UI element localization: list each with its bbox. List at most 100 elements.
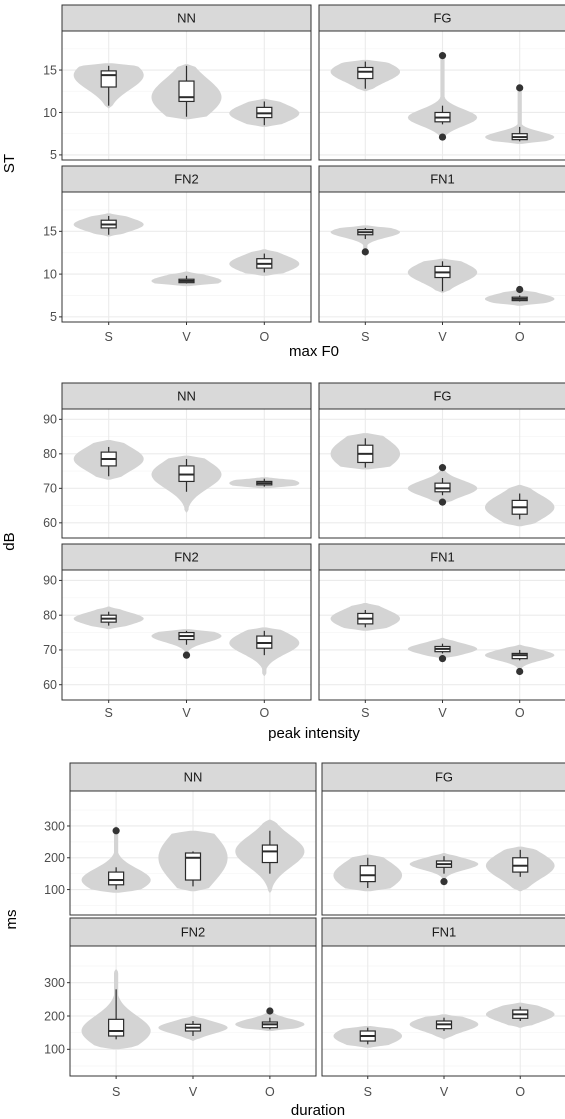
panel-border (69, 790, 317, 916)
box-s (108, 871, 125, 886)
panel-fg: FG (321, 762, 565, 916)
panel-fg: FG (318, 382, 565, 539)
x-tick-label: O (515, 1085, 525, 1099)
outlier-point (440, 878, 448, 886)
strip-label: FN2 (174, 550, 199, 565)
x-tick-label: V (438, 330, 447, 344)
outlier-point (438, 498, 447, 506)
x-tick-label: S (105, 330, 113, 344)
x-tick-label: V (438, 706, 447, 720)
x-axis-title: max F0 (289, 343, 339, 360)
outlier-point (438, 52, 447, 60)
outlier-point (112, 827, 120, 835)
panel-border (61, 408, 312, 539)
strip-label: FN2 (174, 172, 199, 187)
strip-background (61, 382, 312, 410)
x-tick-label: O (265, 1085, 275, 1099)
box-s (359, 865, 376, 883)
y-axis-title: ST (1, 154, 18, 173)
strip-label: FG (433, 11, 451, 26)
panel-border (61, 30, 312, 161)
strip-background (61, 165, 312, 193)
y-tick-label: 5 (50, 148, 57, 162)
y-tick-label: 90 (43, 413, 57, 427)
strip-label: FN2 (181, 925, 206, 940)
strip-background (69, 762, 317, 792)
panel-nn: NN 5 10 15 (43, 4, 312, 162)
x-tick-label: O (259, 330, 269, 344)
panel-fn1: FN1 S V O (321, 917, 565, 1099)
y-tick-label: 80 (43, 608, 57, 622)
panel-nn: NN 100 200 300 (44, 762, 317, 916)
outlier-point (516, 667, 524, 676)
y-tick-label: 15 (43, 225, 57, 239)
strip-label: NN (177, 11, 196, 26)
strip-background (318, 165, 565, 193)
x-tick-label: S (361, 706, 369, 720)
strip-label: FG (435, 770, 453, 785)
strip-background (61, 543, 312, 571)
strip-label: FN1 (430, 172, 455, 187)
panel-fn1: FN1 S V O (318, 543, 565, 720)
strip-label: FN1 (432, 925, 457, 940)
y-tick-label: 10 (43, 106, 57, 120)
y-tick-label: 10 (43, 267, 57, 281)
outlier-point (516, 285, 524, 294)
panel-fn1: FN1 S V O (318, 165, 565, 344)
panel-nn: NN 60 70 80 90 (43, 382, 312, 539)
chart-duration: NN 100 200 300 FG FN2 100 200 300 S V O FN1 S V Odurati… (3, 762, 565, 1119)
y-tick-label: 60 (43, 678, 57, 692)
x-tick-label: S (364, 1085, 372, 1099)
x-tick-label: O (259, 706, 269, 720)
y-tick-label: 200 (44, 1009, 65, 1023)
box-s (100, 70, 117, 88)
panel-fn2: FN2 5 10 15 S V O (43, 165, 312, 344)
panel-fn2: FN2 100 200 300 S V O (44, 917, 317, 1099)
outlier-point (361, 248, 369, 256)
panel-border (318, 408, 565, 539)
y-tick-label: 60 (43, 516, 57, 530)
outlier-point (516, 84, 524, 92)
panel-fn2: FN2 60 70 80 90 S V O (43, 543, 312, 720)
x-tick-label: S (112, 1085, 120, 1099)
x-tick-label: V (189, 1085, 198, 1099)
strip-background (61, 4, 312, 32)
x-tick-label: S (105, 706, 113, 720)
strip-label: FN1 (430, 550, 455, 565)
y-axis-title: ms (3, 910, 20, 930)
y-tick-label: 300 (44, 819, 65, 833)
strip-background (318, 4, 565, 32)
panel-fg: FG (318, 4, 565, 161)
y-tick-label: 5 (50, 310, 57, 324)
strip-label: NN (177, 389, 196, 404)
y-axis-title: dB (1, 532, 18, 550)
outlier-point (266, 1007, 274, 1015)
panel-border (321, 790, 565, 916)
strip-background (318, 543, 565, 571)
y-tick-label: 90 (43, 574, 57, 588)
x-tick-label: V (182, 706, 191, 720)
y-tick-label: 70 (43, 643, 57, 657)
box-o (261, 844, 278, 864)
y-tick-label: 300 (44, 976, 65, 990)
y-tick-label: 80 (43, 447, 57, 461)
x-tick-label: S (361, 330, 369, 344)
outlier-point (438, 133, 447, 141)
x-tick-label: V (182, 330, 191, 344)
y-tick-label: 200 (44, 851, 65, 865)
strip-label: NN (184, 770, 203, 785)
x-axis-title: peak intensity (268, 725, 360, 742)
x-axis-title: duration (291, 1102, 345, 1119)
violin-s (81, 825, 151, 893)
strip-label: FG (433, 389, 451, 404)
y-tick-label: 70 (43, 482, 57, 496)
x-tick-label: O (515, 706, 525, 720)
box-s (357, 66, 374, 80)
box-v (184, 852, 202, 881)
y-tick-label: 100 (44, 883, 65, 897)
box-v (178, 80, 195, 103)
x-tick-label: V (440, 1085, 449, 1099)
